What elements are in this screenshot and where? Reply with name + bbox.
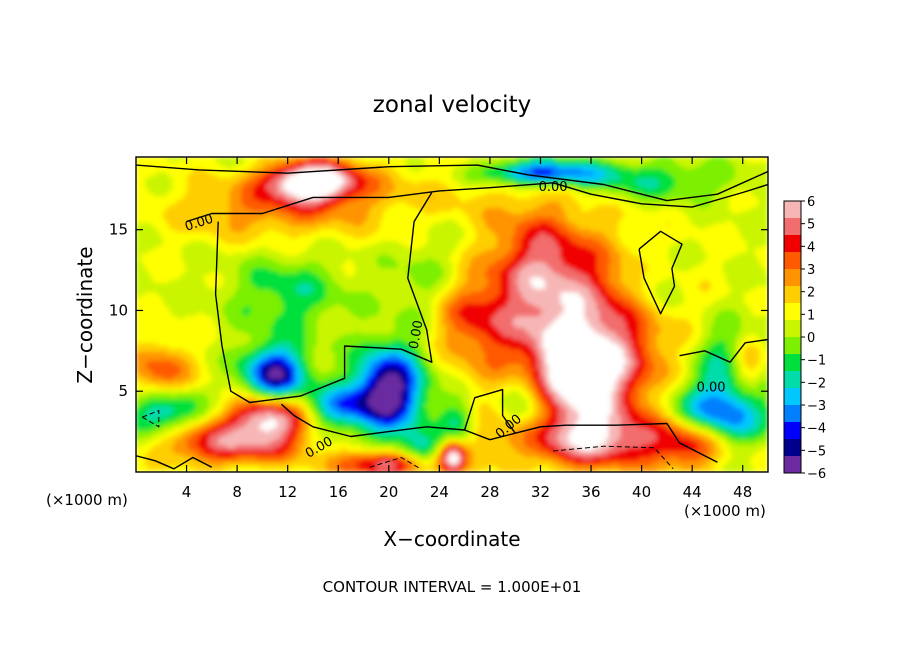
contour-label: 0.00 bbox=[407, 319, 427, 350]
colorbar-tick-label: −6 bbox=[807, 467, 826, 482]
colorbar-swatch bbox=[784, 320, 801, 338]
colorbar-tick-label: 4 bbox=[807, 240, 815, 255]
colorbar-swatch bbox=[784, 405, 801, 423]
plot-area bbox=[136, 157, 768, 472]
colorbar-swatch bbox=[784, 269, 801, 287]
contour-line-2 bbox=[214, 192, 433, 404]
colorbar-swatch bbox=[784, 371, 801, 389]
colorbar-tick-label: 2 bbox=[807, 286, 815, 301]
colorbar-swatch bbox=[784, 456, 801, 474]
dashed-contour-line-0 bbox=[142, 409, 160, 428]
x-unit-left: (×1000 m) bbox=[46, 491, 128, 509]
contour-line-6 bbox=[136, 455, 213, 470]
colorbar-swatch bbox=[784, 235, 801, 253]
colorbar-tick-label: −4 bbox=[807, 422, 826, 437]
heatmap-field bbox=[136, 157, 768, 472]
x-axis-label: X−coordinate bbox=[383, 527, 520, 551]
x-tick-label: 20 bbox=[379, 483, 398, 501]
dashed-contour-line-1 bbox=[553, 445, 674, 470]
colorbar-tick-label: −3 bbox=[807, 399, 826, 414]
colorbar-swatch bbox=[784, 388, 801, 406]
colorbar-tick-label: 3 bbox=[807, 263, 815, 278]
colorbar-tick-label: 0 bbox=[807, 331, 815, 346]
x-tick-label: 24 bbox=[430, 483, 449, 501]
y-axis: 5 10 15 bbox=[109, 221, 768, 400]
colorbar-tick-label: −1 bbox=[807, 354, 826, 369]
colorbar-tick-label: 1 bbox=[807, 308, 815, 323]
y-tick-label: 5 bbox=[118, 382, 128, 400]
dashed-contour-line-2 bbox=[369, 456, 421, 470]
x-unit-right: (×1000 m) bbox=[684, 502, 766, 520]
colorbar-swatch bbox=[784, 201, 801, 219]
colorbar-swatch bbox=[784, 439, 801, 457]
colorbar: 6 5 4 3 2 1 0 −1 −2 −3 −4 −5 −6 bbox=[783, 195, 826, 482]
x-tick-label: 4 bbox=[182, 483, 192, 501]
x-tick-label: 16 bbox=[329, 483, 348, 501]
colorbar-swatch bbox=[784, 337, 801, 355]
contour-lines bbox=[136, 164, 768, 470]
plot-frame bbox=[135, 156, 769, 473]
chart-title: zonal velocity bbox=[373, 92, 531, 118]
x-tick-label: 28 bbox=[480, 483, 499, 501]
colorbar-tick-label: −2 bbox=[807, 376, 826, 391]
contour-line-4 bbox=[638, 230, 683, 315]
x-axis: 4 8 12 16 20 24 28 32 36 40 44 48 bbox=[182, 157, 752, 501]
contour-line-1 bbox=[186, 182, 768, 223]
colorbar-swatch bbox=[784, 303, 801, 321]
colorbar-tick-label: −5 bbox=[807, 444, 826, 459]
y-tick-label: 10 bbox=[109, 301, 128, 319]
contour-line-5 bbox=[679, 338, 768, 363]
x-tick-label: 36 bbox=[581, 483, 600, 501]
colorbar-swatch bbox=[784, 354, 801, 372]
colorbar-tick-label: 5 bbox=[807, 218, 815, 233]
x-tick-label: 40 bbox=[632, 483, 651, 501]
y-tick-label: 15 bbox=[109, 221, 128, 239]
x-tick-label: 32 bbox=[531, 483, 550, 501]
colorbar-swatch bbox=[784, 422, 801, 440]
contour-line-3 bbox=[280, 403, 718, 463]
colorbar-tick-label: 6 bbox=[807, 195, 815, 210]
x-tick-label: 8 bbox=[232, 483, 242, 501]
contour-line-7 bbox=[463, 388, 516, 434]
colorbar-swatch bbox=[784, 286, 801, 304]
x-tick-label: 48 bbox=[733, 483, 752, 501]
x-tick-label: 12 bbox=[278, 483, 297, 501]
colorbar-swatch bbox=[784, 218, 801, 236]
x-tick-label: 44 bbox=[683, 483, 702, 501]
contour-label: 0.00 bbox=[539, 180, 568, 195]
contour-interval-note: CONTOUR INTERVAL = 1.000E+01 bbox=[323, 578, 582, 596]
contour-line-0 bbox=[136, 164, 768, 202]
contour-label: 0.00 bbox=[697, 381, 726, 396]
y-axis-label: Z−coordinate bbox=[73, 246, 97, 383]
colorbar-swatch bbox=[784, 252, 801, 270]
